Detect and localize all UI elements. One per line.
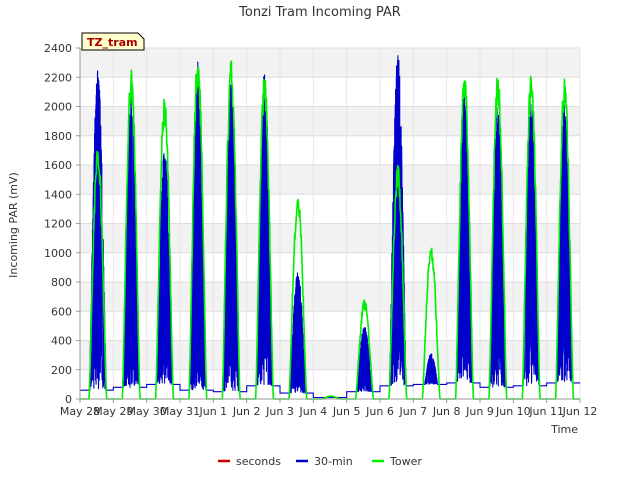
y-tick-label: 1200 [44,218,72,231]
x-tick-label: Jun 12 [562,405,598,418]
series-layer [79,55,581,400]
plot-band [80,165,580,195]
x-tick-label: Jun 5 [332,405,361,418]
x-tick-label: Jun 4 [298,405,327,418]
x-tick-label: Jun 10 [495,405,531,418]
y-axis-label: Incoming PAR (mV) [7,172,20,278]
legend: seconds 30-min Tower [218,455,422,468]
site-badge-label: TZ_tram [87,36,138,49]
x-tick-label: May 31 [160,405,200,418]
legend-label-30-min: 30-min [314,455,353,468]
y-tick-label: 600 [51,305,72,318]
y-tick-label: 0 [65,393,72,406]
x-tick-label: Jun 2 [232,405,261,418]
legend-label-tower: Tower [389,455,422,468]
y-tick-label: 1600 [44,159,72,172]
y-tick-label: 1400 [44,188,72,201]
legend-label-seconds: seconds [236,455,281,468]
x-tick-label: May 29 [93,405,133,418]
x-tick-label: Jun 8 [432,405,461,418]
x-tick-label: Jun 7 [398,405,427,418]
x-tick-label: Jun 1 [198,405,227,418]
y-tick-label: 800 [51,276,72,289]
y-tick-label: 2200 [44,71,72,84]
y-tick-label: 1800 [44,130,72,143]
x-tick-label: Jun 11 [528,405,564,418]
site-badge: TZ_tram [81,32,145,51]
series-line-tower [79,60,581,400]
x-axis-label: Time [550,423,578,436]
y-tick-label: 2400 [44,42,72,55]
x-tick-label: May 28 [60,405,100,418]
y-tick-labels: 0 200 400 600 800 1000 1200 1400 1600 1800 2000 220… [44,42,80,406]
y-tick-label: 200 [51,364,72,377]
plot-band [80,106,580,136]
x-tick-label: Jun 6 [365,405,394,418]
plot-band [80,223,580,253]
chart-title: Tonzi Tram Incoming PAR [238,5,401,20]
plot-band [80,48,580,78]
site-badge-shape [81,32,145,51]
x-tick-label: Jun 3 [265,405,294,418]
y-tick-label: 1000 [44,247,72,260]
x-tick-label: May 30 [127,405,167,418]
y-tick-label: 2000 [44,101,72,114]
y-tick-label: 400 [51,335,72,348]
x-tick-label: Jun 9 [465,405,494,418]
